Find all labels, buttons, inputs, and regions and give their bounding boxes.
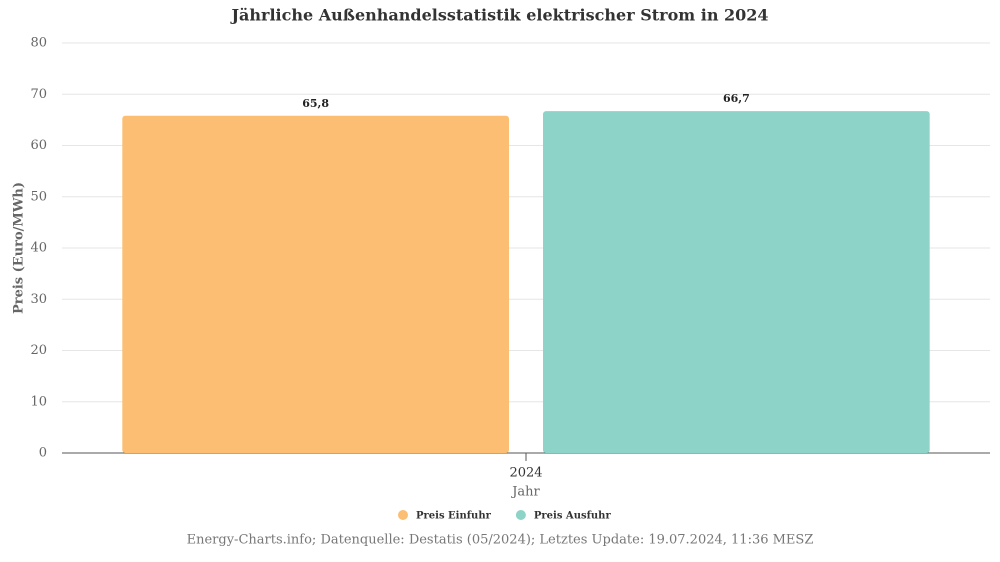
y-tick-label: 50: [30, 189, 47, 204]
y-tick-label: 30: [30, 292, 47, 307]
x-axis-label: Jahr: [510, 485, 540, 500]
bar: [543, 111, 930, 453]
legend-marker: [515, 510, 526, 520]
y-tick-label: 0: [39, 446, 47, 461]
y-axis-label: Preis (Euro/MWh): [12, 182, 27, 314]
y-tick-label: 10: [30, 394, 47, 409]
value-label: 65,8: [302, 97, 329, 110]
legend-label: Preis Einfuhr: [416, 511, 492, 522]
y-tick-label: 60: [30, 138, 47, 153]
legend-label: Preis Ausfuhr: [534, 511, 612, 522]
y-tick-label: 20: [30, 343, 47, 358]
y-tick-label: 40: [30, 241, 47, 256]
x-tick-label: 2024: [509, 466, 542, 481]
chart-title: Jährliche Außenhandelsstatistik elektris…: [229, 6, 768, 25]
bar: [122, 115, 509, 454]
y-tick-label: 80: [30, 36, 47, 51]
caption: Energy-Charts.info; Datenquelle: Destati…: [187, 533, 814, 548]
y-tick-label: 70: [30, 87, 47, 102]
value-label: 66,7: [723, 92, 750, 105]
legend-marker: [398, 510, 408, 520]
